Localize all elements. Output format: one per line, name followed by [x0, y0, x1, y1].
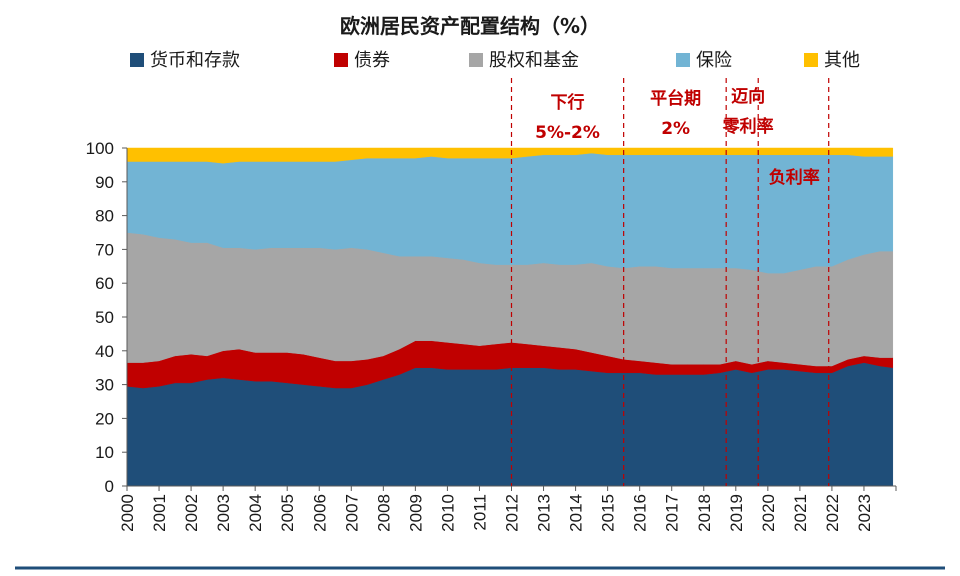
legend-label-series-3: 股权和基金: [489, 50, 579, 71]
x-tick-label: 2006: [310, 494, 329, 532]
x-tick-label: 2003: [214, 494, 233, 532]
x-tick-label: 2015: [599, 494, 618, 532]
marker-label: 下行: [551, 92, 585, 113]
legend-swatch-series-1: [130, 53, 144, 67]
y-tick-label: 10: [95, 443, 114, 462]
y-tick-label: 100: [86, 139, 114, 158]
area-series-1: [126, 362, 894, 487]
x-tick-label: 2020: [759, 494, 778, 532]
x-tick-label: 2023: [855, 494, 874, 532]
x-tick-label: 2008: [374, 494, 393, 532]
y-tick-label: 20: [95, 409, 114, 428]
legend-label-series-4: 保险: [696, 50, 732, 71]
marker-label: 迈向: [731, 86, 765, 107]
legend-swatch-series-4: [676, 53, 690, 67]
x-tick-label: 2013: [535, 494, 554, 532]
legend-swatch-series-2: [334, 53, 348, 67]
x-tick-label: 2009: [406, 494, 425, 532]
x-tick-label: 2002: [182, 494, 201, 532]
x-tick-label: 2000: [118, 494, 137, 532]
axes: 0 10 20 30 40 50 60 70 80 90 100 2000 2001 2002 2003 20…: [86, 139, 897, 532]
y-tick-label: 70: [95, 240, 114, 259]
y-tick-label: 50: [95, 308, 114, 327]
x-tick-label: 2017: [663, 494, 682, 532]
chart-title: 欧洲居民资产配置结构（%）: [340, 14, 600, 38]
x-tick-label: 2014: [567, 494, 586, 532]
legend-label-series-1: 货币和存款: [150, 50, 240, 71]
x-tick-label: 2005: [278, 494, 297, 532]
x-tick-label: 2019: [727, 494, 746, 532]
x-tick-label: 2012: [503, 494, 522, 532]
x-tick-label: 2022: [823, 494, 842, 532]
y-tick-label: 90: [95, 173, 114, 192]
x-tick-label: 2010: [438, 494, 457, 532]
y-tick-label: 80: [95, 207, 114, 226]
marker-label: 零利率: [722, 116, 774, 137]
x-tick-label: 2004: [246, 494, 265, 532]
legend-label-series-2: 债券: [354, 50, 390, 71]
marker-label: 5%-2%: [535, 123, 600, 143]
x-tick-label: 2016: [631, 494, 650, 532]
x-tick-label: 2018: [695, 494, 714, 532]
x-tick-label: 2007: [342, 494, 361, 532]
x-tick-label: 2011: [470, 494, 489, 531]
marker-label: 负利率: [769, 167, 820, 188]
marker-label: 平台期: [650, 88, 701, 109]
y-tick-label: 40: [95, 342, 114, 361]
area-series-5: [126, 147, 894, 164]
legend-swatch-series-3: [469, 53, 483, 67]
marker-label: 2%: [661, 119, 690, 139]
y-tick-label: 0: [105, 477, 114, 496]
y-tick-label: 30: [95, 376, 114, 395]
plot-areas: [126, 147, 894, 487]
x-tick-label: 2021: [791, 494, 810, 532]
legend-swatch-series-5: [804, 53, 818, 67]
legend: 货币和存款 债券 股权和基金 保险 其他: [130, 50, 860, 71]
y-tick-label: 60: [95, 274, 114, 293]
x-tick-label: 2001: [150, 494, 169, 532]
legend-label-series-5: 其他: [824, 50, 860, 71]
